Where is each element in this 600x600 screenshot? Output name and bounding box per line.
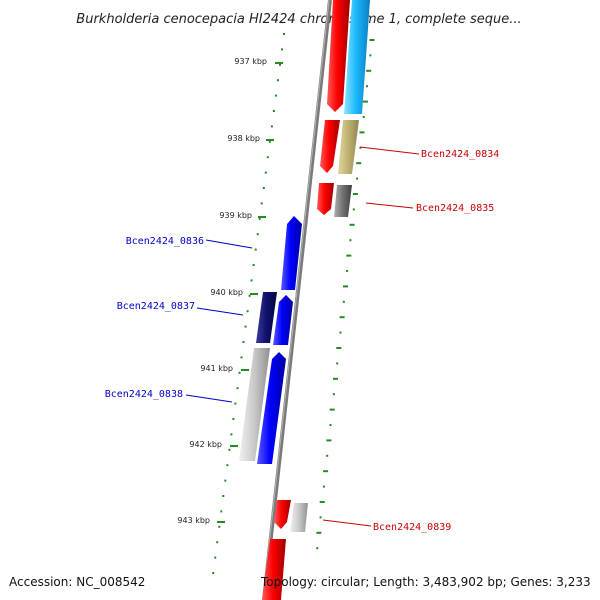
gene-feature-0839[interactable]: [290, 503, 308, 532]
tick-ring: [212, 33, 375, 574]
accession-text: Accession: NC_008542: [9, 575, 145, 589]
gene-label-0834[interactable]: Bcen2424_0834: [421, 149, 499, 160]
kbp-label-938: 938 kbp: [227, 134, 260, 143]
gene-feature-cyan[interactable]: [344, 0, 370, 114]
gene-label-0839[interactable]: Bcen2424_0839: [373, 522, 451, 533]
gene-label-0838[interactable]: Bcen2424_0838: [105, 389, 183, 400]
gene-callouts: Bcen2424_0834 Bcen2424_0835 Bcen2424_083…: [105, 146, 499, 533]
gene-feature-0839-red[interactable]: [274, 500, 291, 529]
gene-label-0835[interactable]: Bcen2424_0835: [416, 203, 494, 214]
reverse-strand-features: [239, 216, 302, 464]
kbp-label-940: 940 kbp: [210, 288, 243, 297]
topology-text: Topology: circular; Length: 3,483,902 bp…: [260, 575, 591, 589]
gene-label-0837[interactable]: Bcen2424_0837: [117, 301, 195, 312]
gene-feature-0835[interactable]: [334, 185, 352, 217]
gene-feature-0834-red[interactable]: [320, 120, 340, 173]
gene-feature-0837[interactable]: [273, 295, 293, 345]
gene-feature-0838[interactable]: [257, 352, 286, 464]
gene-feature-0838-gray[interactable]: [239, 348, 270, 461]
kbp-label-937: 937 kbp: [234, 57, 267, 66]
kbp-label-941: 941 kbp: [200, 364, 233, 373]
gene-feature-0836[interactable]: [281, 216, 302, 290]
gene-feature-0835-red[interactable]: [317, 183, 334, 215]
sequence-backbone: [262, 0, 332, 600]
map-title: Burkholderia cenocepacia HI2424 chromoso…: [76, 12, 521, 27]
ruler-labels: 937 kbp 938 kbp 939 kbp 940 kbp 941 kbp …: [177, 57, 283, 525]
sequence-backbone-highlight: [262, 0, 330, 600]
gene-feature-0837-navy[interactable]: [256, 292, 277, 343]
forward-strand-features: [262, 0, 370, 600]
kbp-label-939: 939 kbp: [219, 211, 252, 220]
kbp-label-943: 943 kbp: [177, 516, 210, 525]
kbp-label-942: 942 kbp: [189, 440, 222, 449]
gene-feature-red[interactable]: [327, 0, 350, 112]
gene-feature-0834[interactable]: [338, 120, 359, 174]
gene-label-0836[interactable]: Bcen2424_0836: [126, 236, 204, 247]
gene-feature-red-bottom[interactable]: [262, 539, 286, 600]
